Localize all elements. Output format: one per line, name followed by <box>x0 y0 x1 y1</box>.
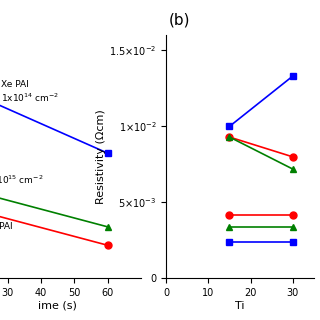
Text: (b): (b) <box>168 13 190 28</box>
Text: Xe PAI
1x10$^{14}$ cm$^{-2}$: Xe PAI 1x10$^{14}$ cm$^{-2}$ <box>1 80 59 104</box>
X-axis label: ime (s): ime (s) <box>38 301 77 311</box>
X-axis label: Ti: Ti <box>235 301 245 311</box>
Text: r/o PAI: r/o PAI <box>0 221 13 230</box>
Text: x10$^{15}$ cm$^{-2}$: x10$^{15}$ cm$^{-2}$ <box>0 174 44 186</box>
Y-axis label: Resistivity (Ωcm): Resistivity (Ωcm) <box>96 109 107 204</box>
